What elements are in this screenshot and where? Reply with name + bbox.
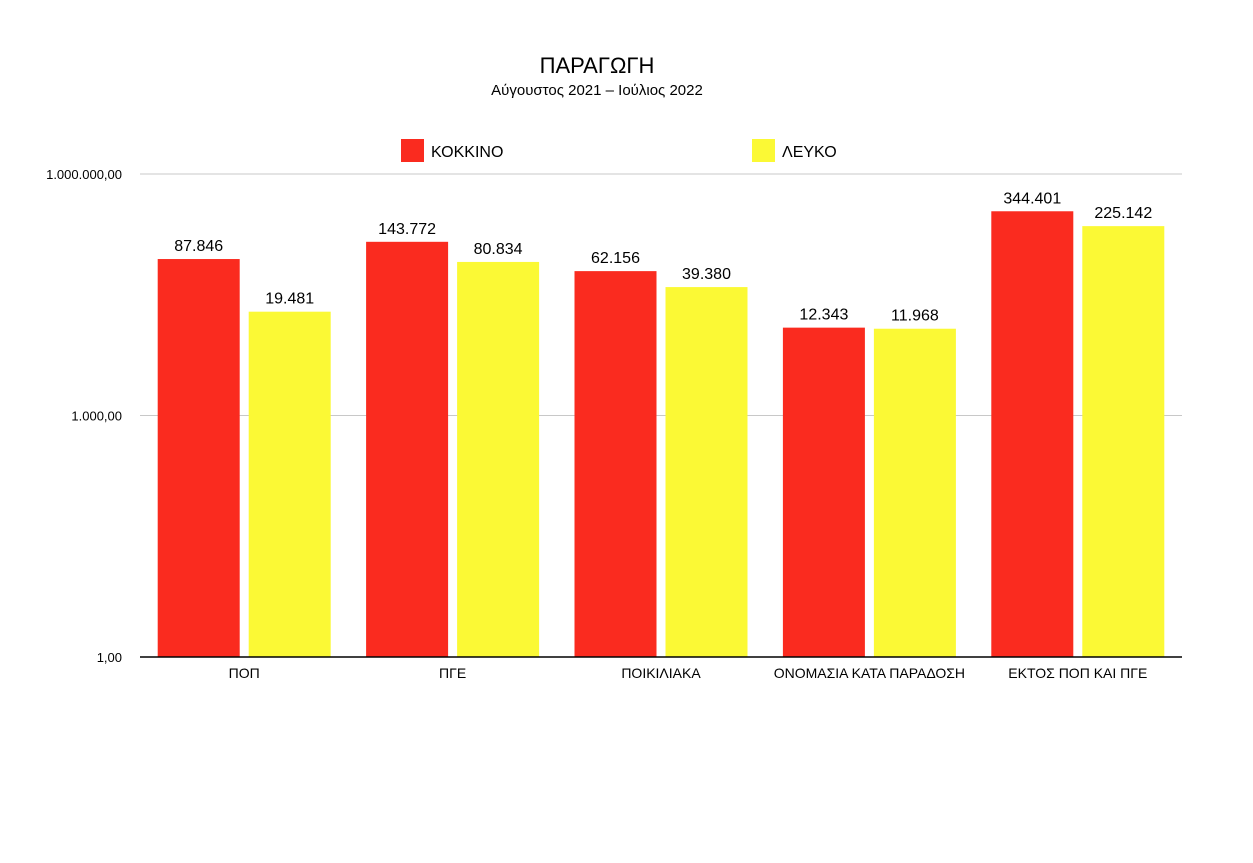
bars: 87.846 19.481 143.772 80.834 62.156 39.380 12.…	[157, 190, 1165, 658]
chart-subtitle: Αύγουστος 2021 – Ιούλιος 2022	[491, 82, 703, 99]
bar	[366, 241, 449, 657]
legend-swatch	[752, 139, 775, 162]
x-axis: ΠΟΠ ΠΓΕ ΠΟΙΚΙΛΙΑΚΑ ΟΝΟΜΑΣΙΑ ΚΑΤΑ ΠΑΡΑΔΟΣΗ ΕΚ…	[140, 656, 1182, 681]
x-tick-label: ΠΟΠ	[229, 665, 260, 681]
x-tick-label: ΠΓΕ	[439, 665, 466, 681]
data-label: 12.343	[799, 307, 848, 324]
data-label: 143.772	[378, 221, 436, 238]
legend-swatch	[401, 139, 424, 162]
legend-label: ΚΟΚΚΙΝΟ	[431, 144, 503, 161]
bar	[991, 211, 1074, 658]
x-tick-label: ΠΟΙΚΙΛΙΑΚΑ	[621, 665, 701, 681]
bar	[248, 311, 331, 657]
y-tick-label: 1,00	[97, 650, 122, 665]
data-label: 39.380	[682, 266, 731, 283]
data-label: 87.846	[174, 238, 223, 255]
data-label: 80.834	[474, 241, 523, 258]
bar	[574, 271, 657, 657]
bar	[457, 261, 540, 657]
data-label: 62.156	[591, 250, 640, 267]
legend: ΚΟΚΚΙΝΟ ΛΕΥΚΟ	[401, 139, 837, 162]
bar	[665, 287, 748, 657]
data-label: 19.481	[265, 291, 314, 308]
bar	[1082, 226, 1165, 657]
bar	[157, 259, 240, 657]
data-label: 225.142	[1094, 205, 1152, 222]
y-axis: 1,00 1.000,00 1.000.000,00	[46, 167, 122, 665]
y-tick-label: 1.000,00	[71, 409, 122, 424]
y-tick-label: 1.000.000,00	[46, 167, 122, 182]
bar	[873, 328, 956, 657]
x-tick-label: ΕΚΤΟΣ ΠΟΠ ΚΑΙ ΠΓΕ	[1008, 665, 1147, 681]
legend-label: ΛΕΥΚΟ	[782, 144, 837, 161]
data-label: 344.401	[1003, 190, 1061, 207]
data-label: 11.968	[891, 308, 939, 325]
bar	[782, 327, 865, 657]
x-tick-label: ΟΝΟΜΑΣΙΑ ΚΑΤΑ ΠΑΡΑΔΟΣΗ	[774, 665, 965, 681]
chart-title: ΠΑΡΑΓΩΓΗ	[540, 53, 655, 78]
